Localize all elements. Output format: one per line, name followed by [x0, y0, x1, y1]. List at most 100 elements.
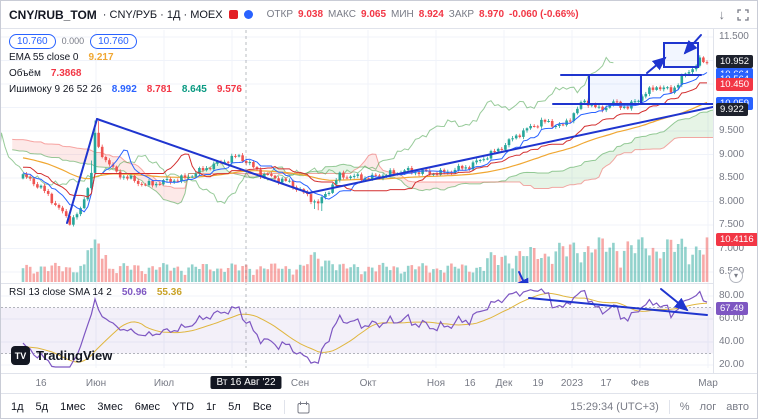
rsi-sma-line	[22, 292, 708, 363]
rectangle-drawing	[663, 42, 699, 68]
ichimoku-kijun-value: 8.781	[146, 83, 172, 95]
ichimoku-tenkan-value: 8.992	[111, 83, 137, 95]
time-axis-label: 17	[600, 378, 612, 389]
trendline	[308, 106, 713, 194]
volume-legend-row[interactable]: Объём 7.3868	[9, 65, 242, 81]
range-5d[interactable]: 5д	[35, 401, 49, 413]
price-axis-label: 7.000	[719, 242, 745, 254]
bottom-toolbar: 1д 5д 1мес 3мес 6мес YTD 1г 5л Все 15:29…	[1, 393, 757, 418]
rsi-axis-label: 80.00	[719, 290, 745, 301]
range-3m[interactable]: 3мес	[97, 401, 123, 413]
range-ytd[interactable]: YTD	[172, 401, 195, 413]
price-axis[interactable]: 11.50011.00010.50010.0009.5009.0008.5008…	[713, 29, 757, 373]
chart-header: CNY/RUB_TOM · CNY/РУБ · 1Д · MOEX ОТКР 9.…	[1, 1, 757, 29]
arrow-drawing	[660, 288, 689, 312]
trade-panel[interactable]: 10.760 0.000 10.760	[9, 33, 242, 49]
arrow-drawing	[646, 56, 667, 74]
range-all[interactable]: Все	[252, 401, 272, 413]
ema-value: 9.217	[88, 51, 114, 63]
time-axis-label: 16	[35, 378, 47, 389]
tradingview-logo-text: TradingView	[36, 348, 113, 363]
trendline	[66, 118, 98, 224]
clock[interactable]: 15:29:34 (UTC+3)	[570, 401, 659, 413]
arrow-down-icon[interactable]: ↓	[718, 7, 726, 22]
fullscreen-icon[interactable]	[737, 8, 749, 21]
ohlc-readout: ОТКР 9.038 МАКС 9.065 МИН 8.924 ЗАКР 8.970 -…	[267, 9, 579, 20]
open-label: ОТКР	[266, 9, 294, 20]
rectangle-drawing	[588, 74, 642, 105]
price-axis-label: 9.000	[719, 148, 745, 160]
spread-value: 0.000	[61, 36, 85, 46]
arrow-drawing	[517, 271, 529, 283]
time-axis-label: Дек	[495, 378, 513, 389]
rsi-axis-label: 60.00	[719, 313, 745, 324]
volume-value: 7.3868	[50, 67, 82, 79]
high-label: МАКС	[328, 9, 356, 20]
auto-scale-button[interactable]: авто	[726, 401, 749, 413]
low-value: 8.924	[418, 9, 444, 20]
rsi-pane[interactable]	[1, 288, 713, 368]
tradingview-logo[interactable]: TV TradingView	[11, 346, 112, 365]
time-axis-label: Сен	[290, 378, 310, 389]
range-1d[interactable]: 1д	[11, 401, 24, 413]
range-6m[interactable]: 6мес	[134, 401, 161, 413]
change-value: -0.060 (-0.66%)	[509, 9, 579, 20]
ichimoku-chikou-value: 8.645	[181, 83, 207, 95]
price-pane[interactable]	[1, 55, 713, 282]
rsi-axis-label: 40.00	[719, 336, 745, 347]
pane-collapse-button[interactable]: ▾	[729, 269, 743, 283]
time-axis-label: Ноя	[426, 378, 446, 389]
trendline	[528, 297, 708, 316]
price-badge: 10.952	[716, 54, 754, 68]
ema-legend-row[interactable]: EMA 55 close 0 9.217	[9, 49, 242, 65]
time-axis-label: Июл	[153, 378, 175, 389]
rsi-sma-value: 55.36	[156, 287, 182, 298]
rsi-drawings[interactable]	[528, 288, 708, 316]
arrow-drawing	[683, 34, 702, 55]
rsi-value: 50.96	[121, 287, 147, 298]
price-drawings[interactable]	[66, 34, 713, 291]
price-axis-label: 9.500	[719, 125, 745, 136]
range-5y[interactable]: 5л	[228, 401, 241, 413]
price-axis-label: 8.000	[719, 195, 745, 207]
close-label: ЗАКР	[448, 9, 475, 20]
price-axis-label: 8.500	[719, 172, 745, 183]
calendar-icon[interactable]	[297, 401, 310, 414]
rsi-legend-row[interactable]: RSI 13 close SMA 14 2 50.96 55.36	[9, 287, 182, 298]
high-value: 9.065	[360, 9, 387, 20]
ichimoku-legend-row[interactable]: Ишимоку 9 26 52 26 8.992 8.781 8.645 9.5…	[9, 81, 242, 97]
range-1m[interactable]: 1мес	[60, 401, 86, 413]
trendline	[96, 118, 310, 194]
pane-divider[interactable]	[1, 283, 757, 284]
ichimoku-name: Ишимоку 9 26 52 26	[9, 83, 102, 95]
price-axis-label: 7.500	[719, 219, 745, 230]
rsi-name: RSI 13 close SMA 14 2	[9, 287, 112, 298]
tenkan-line	[22, 72, 708, 213]
crosshair-date-label: Вт 16 Авг '22	[210, 376, 282, 389]
percent-scale-button[interactable]: %	[679, 401, 690, 413]
ema-name: EMA 55 close 0	[9, 51, 79, 63]
volume-badge: 10.4116	[716, 233, 757, 246]
exchange-icon	[228, 10, 238, 19]
main-chart-svg[interactable]	[1, 1, 713, 393]
rsi-badge: 67.49	[716, 302, 748, 316]
toolbar-separator	[668, 400, 670, 414]
market-status-icon	[243, 10, 253, 19]
legend-block: 10.760 0.000 10.760 EMA 55 close 0 9.217…	[9, 33, 242, 97]
symbol-name[interactable]: CNY/RUB_TOM	[9, 7, 97, 22]
range-1y[interactable]: 1г	[206, 401, 217, 413]
low-label: МИН	[391, 9, 414, 20]
kijun-line	[23, 82, 707, 198]
time-axis-label: 16	[464, 378, 476, 389]
buy-button[interactable]: 10.760	[90, 33, 137, 49]
log-scale-button[interactable]: лог	[699, 401, 717, 413]
price-axis-label: 11.500	[719, 31, 749, 42]
sell-button[interactable]: 10.760	[9, 33, 56, 49]
open-value: 9.038	[298, 9, 324, 20]
volume-name: Объём	[9, 67, 41, 79]
time-axis-label: Мар	[698, 378, 718, 389]
time-axis-label: Июн	[85, 378, 107, 389]
rsi-axis-label: 20.00	[719, 359, 745, 370]
time-axis[interactable]: 16 Июн Июл Сен Окт Ноя 16 Дек 19 2023 17 Фев Мар Вт 1…	[1, 373, 757, 393]
